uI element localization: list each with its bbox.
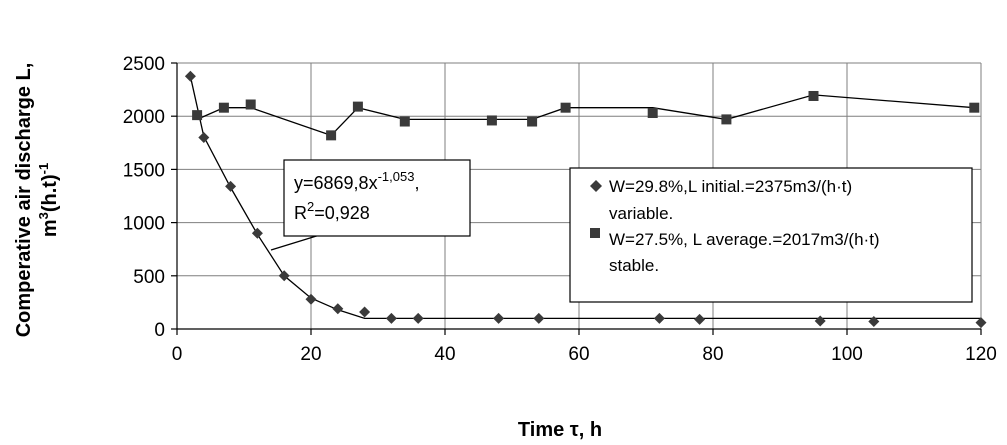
series-2-point <box>245 99 256 110</box>
y-tick-label-1000: 1000 <box>123 214 165 235</box>
series-2-point <box>218 102 229 113</box>
series-1-point <box>359 306 371 318</box>
series-1-point <box>653 312 665 324</box>
x-tick-label-0: 0 <box>172 344 183 365</box>
series-1-point <box>278 270 290 282</box>
x-tick-label-120: 120 <box>965 344 997 365</box>
x-tick-label-60: 60 <box>568 344 589 365</box>
series-1-point <box>493 312 505 324</box>
legend-diamond-marker <box>590 180 602 192</box>
series-1-point <box>332 303 344 315</box>
y-tick-label-2000: 2000 <box>123 107 165 128</box>
series-1-point <box>184 70 196 82</box>
series-2-point <box>399 116 410 127</box>
tick-labels: 0 500 1000 1500 2000 2500 0 20 40 60 80 100 120 <box>123 54 997 365</box>
series-2-line <box>196 94 975 137</box>
x-tick-label-40: 40 <box>434 344 455 365</box>
x-tick-label-20: 20 <box>300 344 321 365</box>
series-1-point <box>533 312 545 324</box>
series-2-point <box>560 102 571 113</box>
series-1-point <box>385 312 397 324</box>
series-2-point <box>326 130 337 141</box>
y-tick-label-0: 0 <box>154 320 165 341</box>
series-1-point <box>868 316 880 328</box>
series-2-point <box>527 116 538 127</box>
series-2-point <box>969 102 980 113</box>
x-tick-label-80: 80 <box>702 344 723 365</box>
regression-annotation: y=6869,8x-1,053, R2=0,928 <box>270 159 471 251</box>
series-2-point <box>352 101 363 112</box>
x-tick-label-100: 100 <box>831 344 863 365</box>
series-1-point <box>198 131 210 143</box>
series-1-point <box>975 317 987 329</box>
annotation-equation: y=6869,8x-1,053, <box>294 169 419 193</box>
y-axis-title-line1: Comperative air discharge L, <box>13 63 35 338</box>
series-2-point <box>808 90 819 101</box>
y-tick-label-500: 500 <box>133 267 165 288</box>
series-1-point <box>412 312 424 324</box>
series-2-point <box>486 115 497 126</box>
series-1-point <box>305 293 317 305</box>
annotation-r-squared: R2=0,928 <box>294 199 370 223</box>
legend-series-1-line2: variable. <box>609 204 673 223</box>
series-1-point <box>251 227 263 239</box>
series-2-point <box>192 110 203 121</box>
y-axis-title: Comperative air discharge L, m3(h.t)-1 <box>13 63 61 338</box>
y-axis-title-line2: m3(h.t)-1 <box>36 163 61 237</box>
series-2-point <box>721 114 732 125</box>
series-2-point <box>647 108 658 119</box>
x-axis-title: Time τ, h <box>518 419 602 441</box>
legend-series-1-line1: W=29.8%,L initial.=2375m3/(h·t) <box>609 177 852 196</box>
legend-series-2-line2: stable. <box>609 256 659 275</box>
legend-box <box>569 167 973 303</box>
y-tick-label-2500: 2500 <box>123 54 165 75</box>
annotation-pointer <box>270 233 324 251</box>
legend-series-2-line1: W=27.5%, L average.=2017m3/(h·t) <box>609 230 880 249</box>
series-markers <box>184 70 987 329</box>
legend: W=29.8%,L initial.=2375m3/(h·t) variable… <box>569 167 973 303</box>
series-1-point <box>225 180 237 192</box>
legend-square-marker <box>590 228 600 238</box>
axes <box>171 62 982 335</box>
y-tick-label-1500: 1500 <box>123 160 165 181</box>
series-1-point <box>814 315 826 327</box>
series-1-point <box>694 313 706 325</box>
annotation-box <box>283 159 471 237</box>
